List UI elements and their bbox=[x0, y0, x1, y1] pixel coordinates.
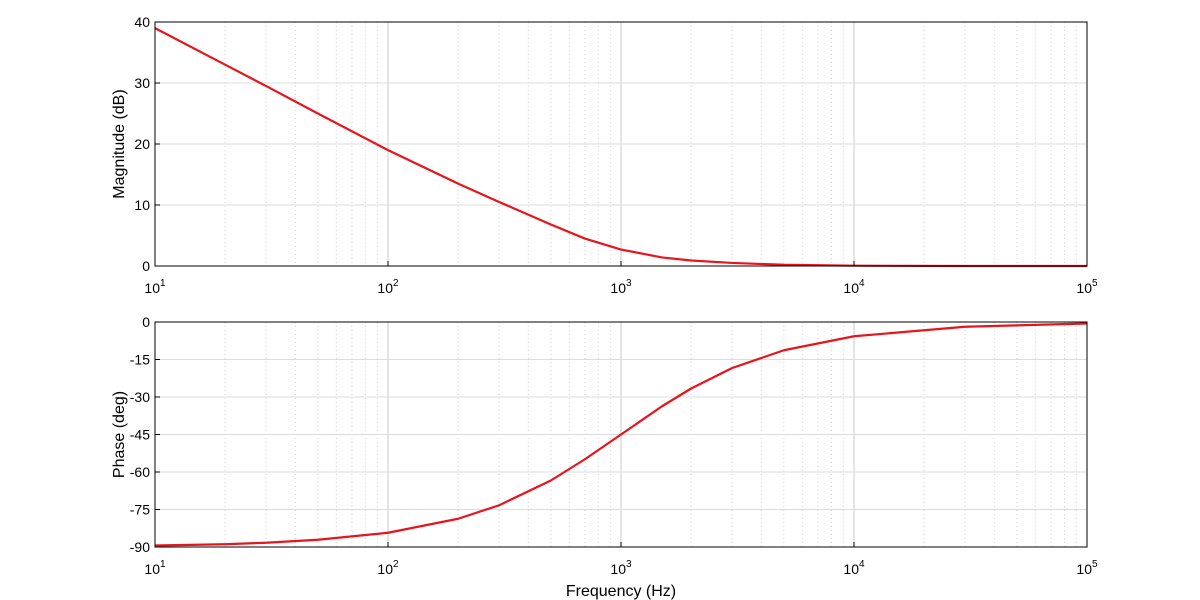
x-tick-label: 102 bbox=[377, 278, 399, 296]
x-tick-label: 105 bbox=[1076, 278, 1098, 296]
y-axis-label: Magnitude (dB) bbox=[111, 89, 128, 198]
x-tick-label: 101 bbox=[144, 278, 166, 296]
y-tick-label: -30 bbox=[130, 389, 150, 405]
series-line-phase bbox=[154, 322, 1088, 547]
y-axis-label: Phase (deg) bbox=[111, 391, 128, 478]
x-tick-label: 105 bbox=[1076, 559, 1098, 577]
x-tick-label: 101 bbox=[144, 559, 166, 577]
panel-magnitude: 0 10 20 30 40 101 102 103 104 105 Magnitude (dB) bbox=[111, 14, 1098, 296]
x-tick-label: 102 bbox=[377, 559, 399, 577]
y-tick-label: 40 bbox=[134, 14, 150, 30]
y-tick-label: -90 bbox=[130, 539, 150, 555]
y-tick-label: 0 bbox=[142, 314, 150, 330]
x-tick-label: 103 bbox=[610, 559, 632, 577]
y-tick-label: -60 bbox=[130, 464, 150, 480]
panel-phase: -90 -75 -60 -45 -30 -15 0 101 102 103 104 105 Phase … bbox=[111, 314, 1098, 600]
series-line-magnitude bbox=[154, 27, 1087, 268]
y-tick-label: 30 bbox=[134, 75, 150, 91]
y-tick-label: -15 bbox=[130, 352, 150, 368]
x-tick-label: 103 bbox=[610, 278, 632, 296]
y-tick-label: 10 bbox=[134, 197, 150, 213]
y-tick-label: -45 bbox=[130, 427, 150, 443]
y-tick-label: 0 bbox=[142, 258, 150, 274]
y-tick-label: -75 bbox=[130, 502, 150, 518]
x-axis-label: Frequency (Hz) bbox=[566, 583, 676, 600]
y-tick-label: 20 bbox=[134, 136, 150, 152]
x-tick-label: 104 bbox=[843, 278, 865, 296]
x-tick-label: 104 bbox=[843, 559, 865, 577]
